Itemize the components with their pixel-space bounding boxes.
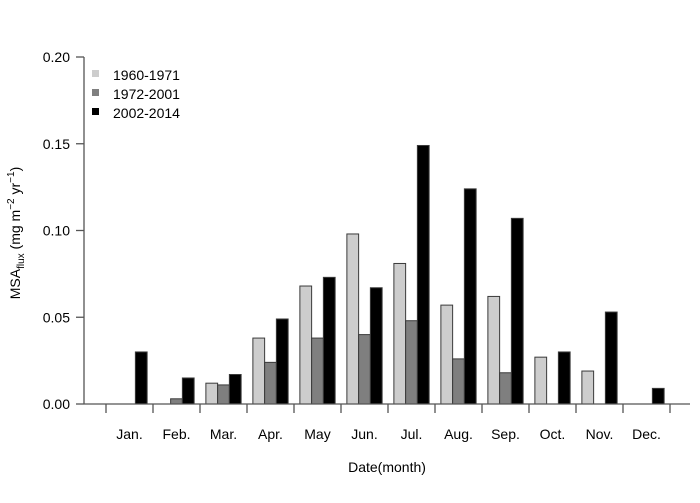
x-axis-title: Date(month) (348, 459, 426, 475)
y-axis-title-units-open: (mg m (7, 210, 23, 254)
x-tick-label: Aug. (444, 426, 473, 442)
y-tick-label: 0.20 (43, 49, 70, 65)
bar-1960-1971-sep (487, 295, 501, 405)
y-axis-title-exp1: −2 (6, 198, 17, 210)
x-tick-label: Jan. (116, 426, 142, 442)
y-tick-label: 0.15 (43, 136, 70, 152)
bar-2002-2014-oct (557, 351, 571, 405)
legend-label: 1960-1971 (113, 67, 180, 83)
bar-1960-1971-jul (393, 262, 407, 405)
bar-1972-2001-aug (452, 358, 465, 405)
legend-swatch (92, 70, 99, 77)
bar-1972-2001-feb (170, 398, 183, 405)
y-axis-title-units-mid: yr (7, 182, 23, 198)
x-tick-label: Jul. (401, 426, 423, 442)
x-tick-label: Apr. (258, 426, 283, 442)
bar-2002-2014-jan (134, 351, 148, 405)
bar-2002-2014-mar (228, 374, 242, 405)
y-axis-title-exp2: −1 (6, 171, 17, 183)
y-axis-title: MSAflux (mg m−2 yr−1) (6, 167, 27, 300)
legend-swatch (92, 108, 99, 115)
bar-series-group (134, 144, 665, 405)
bar-1960-1971-oct (534, 356, 548, 405)
x-tick-label: May (304, 426, 330, 442)
y-tick-label: 0.10 (43, 223, 70, 239)
bar-1960-1971-apr (252, 337, 266, 405)
x-tick-label: Nov. (586, 426, 614, 442)
axes-group: 0.00 0.05 0.10 0.15 0.20 Jan. Feb. Mar. Apr. May… (43, 49, 690, 442)
bar-2002-2014-jul (416, 144, 430, 405)
y-axis-ticks: 0.00 0.05 0.10 0.15 0.20 (43, 49, 84, 412)
y-axis-title-subscript: flux (16, 253, 27, 269)
bar-1972-2001-apr (264, 361, 277, 405)
bar-2002-2014-apr (275, 318, 289, 405)
legend-label: 1972-2001 (113, 86, 180, 102)
y-tick-label: 0.05 (43, 309, 70, 325)
y-axis-title-prefix: MSA (7, 268, 23, 299)
x-tick-label: Oct. (540, 426, 566, 442)
x-tick-label: Mar. (210, 426, 237, 442)
bar-1960-1971-mar (205, 382, 219, 405)
bar-2002-2014-dec (651, 387, 665, 405)
x-tick-label: Dec. (632, 426, 661, 442)
bar-1972-2001-sep (499, 372, 512, 405)
bar-1972-2001-mar (217, 384, 230, 405)
bar-1972-2001-may (311, 337, 324, 405)
bar-2002-2014-may (322, 276, 336, 405)
bar-1960-1971-jun (346, 233, 360, 405)
legend-swatch (92, 89, 99, 96)
bar-1972-2001-jun (358, 334, 371, 405)
bar-2002-2014-nov (604, 311, 618, 405)
bar-2002-2014-sep (510, 217, 524, 405)
x-tick-label: Feb. (162, 426, 190, 442)
x-tick-label: Sep. (491, 426, 520, 442)
y-axis-title-units-close: ) (7, 167, 23, 172)
bar-1960-1971-nov (581, 370, 595, 405)
bar-1960-1971-may (299, 285, 313, 405)
x-axis-ticks: Jan. Feb. Mar. Apr. May Jun. Jul. Aug. Sep. Oct. N… (105, 404, 671, 442)
bar-2002-2014-jun (369, 287, 383, 405)
y-tick-label: 0.00 (43, 396, 70, 412)
legend-label: 2002-2014 (113, 105, 180, 121)
x-tick-label: Jun. (351, 426, 377, 442)
bar-1972-2001-jul (405, 320, 418, 405)
bar-2002-2014-aug (463, 188, 477, 405)
bar-2002-2014-feb (181, 377, 195, 405)
legend: 1960-1971 1972-2001 2002-2014 (92, 67, 180, 121)
bar-1960-1971-aug (440, 304, 454, 405)
